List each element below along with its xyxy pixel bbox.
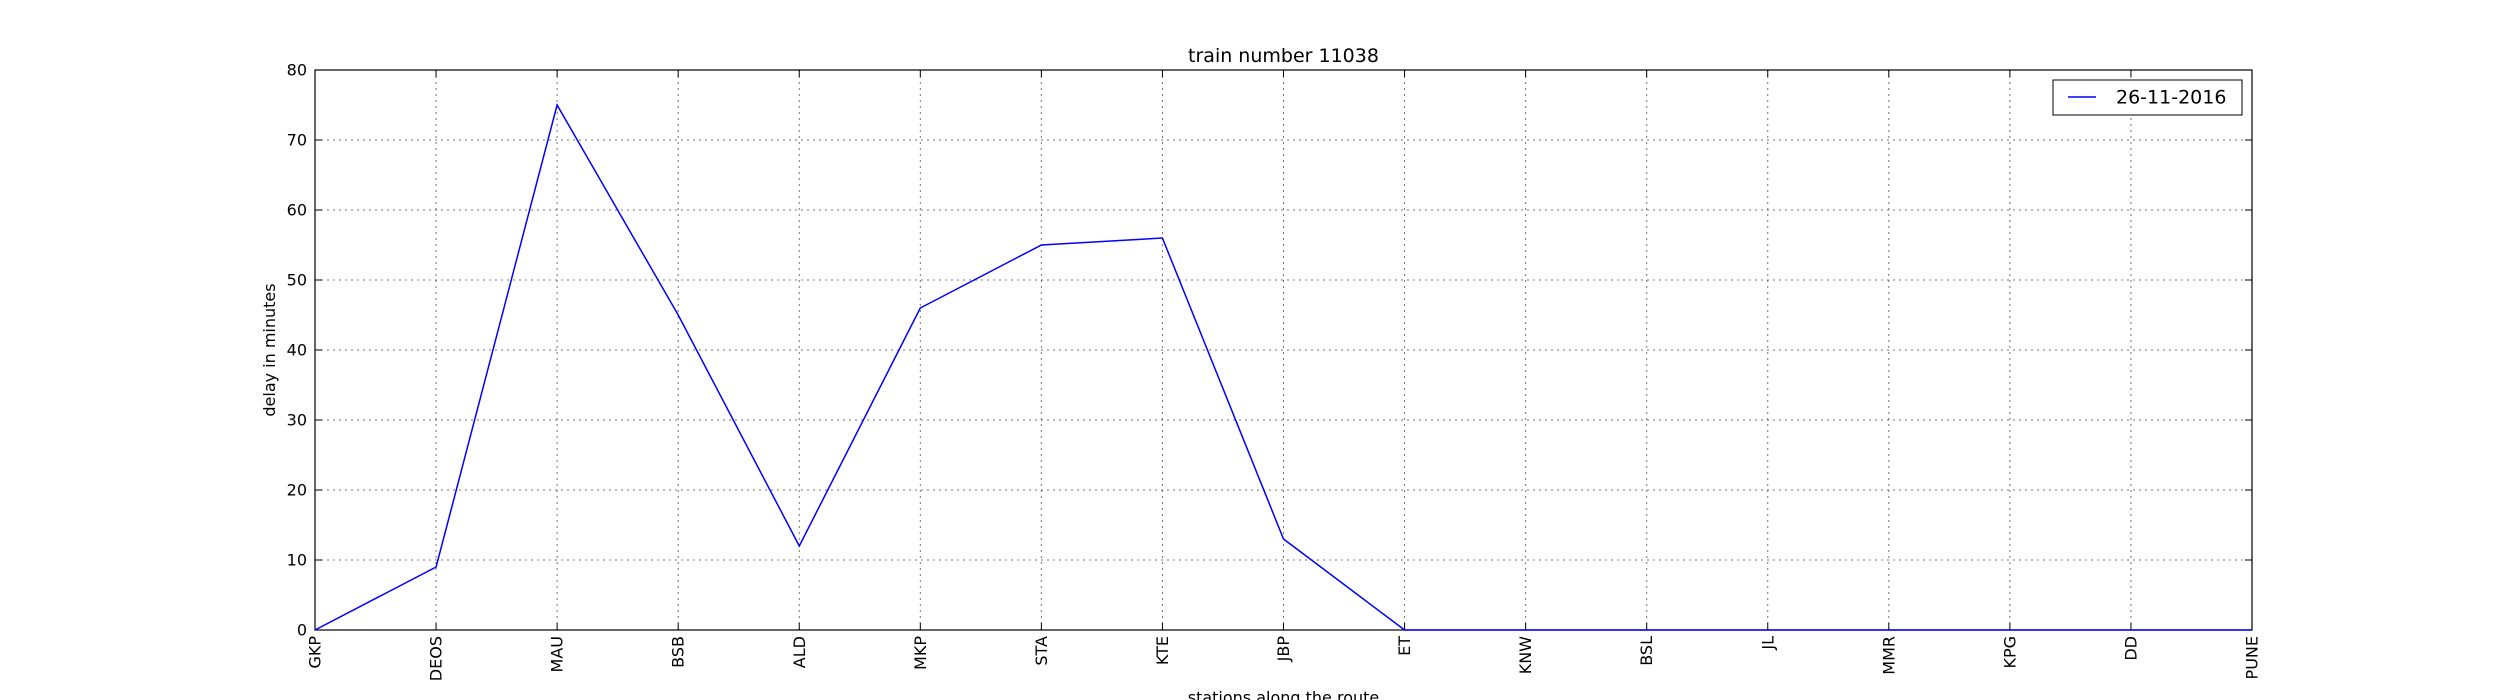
y-tick-label: 30 bbox=[287, 411, 307, 430]
x-tick-label: KNW bbox=[1516, 636, 1535, 674]
x-tick-label: JBP bbox=[1274, 636, 1293, 663]
series-layer bbox=[314, 103, 2252, 631]
x-tick-label: MMR bbox=[1879, 636, 1898, 675]
y-tick-label: 10 bbox=[287, 551, 307, 570]
x-axis: GKP DEOS MAU BSB ALD MKP STA KTE JBP ET KNW BSL JL MM… bbox=[306, 70, 2262, 681]
x-tick-label: ET bbox=[1395, 636, 1414, 656]
x-tick-label: KPG bbox=[2000, 636, 2019, 669]
x-tick-label: STA bbox=[1032, 636, 1051, 666]
x-tick-label: DEOS bbox=[427, 636, 446, 681]
x-tick-label: GKP bbox=[306, 636, 325, 669]
y-tick-label: 60 bbox=[287, 201, 307, 220]
x-tick-label: MAU bbox=[548, 636, 567, 672]
x-tick-label: ALD bbox=[790, 636, 809, 668]
y-axis: 0 10 20 30 40 50 60 70 80 bbox=[287, 61, 2252, 640]
legend: 26-11-2016 bbox=[2052, 79, 2243, 116]
y-tick-label: 70 bbox=[287, 131, 307, 150]
y-tick-label: 40 bbox=[287, 341, 307, 360]
y-tick-label: 80 bbox=[287, 61, 307, 80]
legend-label: 26-11-2016 bbox=[2116, 87, 2226, 109]
chart-title: train number 11038 bbox=[1188, 45, 1379, 67]
x-tick-label: MKP bbox=[911, 636, 930, 670]
x-tick-label: BSB bbox=[669, 636, 688, 668]
x-tick-label: PUNE bbox=[2243, 636, 2262, 679]
y-axis-title: delay in minutes bbox=[260, 283, 279, 416]
series-line bbox=[314, 103, 2252, 631]
x-tick-label: KTE bbox=[1153, 636, 1172, 665]
y-tick-label: 20 bbox=[287, 481, 307, 500]
x-tick-label: DD bbox=[2121, 636, 2140, 661]
x-tick-label: BSL bbox=[1637, 636, 1656, 666]
grid bbox=[315, 70, 2252, 630]
x-axis-title: stations along the route bbox=[1188, 688, 1380, 700]
y-tick-label: 0 bbox=[297, 621, 307, 640]
y-tick-label: 50 bbox=[287, 271, 307, 290]
x-tick-label: JL bbox=[1758, 636, 1777, 651]
